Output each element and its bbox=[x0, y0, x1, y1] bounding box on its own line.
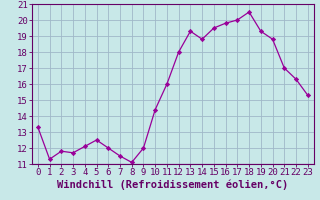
X-axis label: Windchill (Refroidissement éolien,°C): Windchill (Refroidissement éolien,°C) bbox=[57, 180, 288, 190]
